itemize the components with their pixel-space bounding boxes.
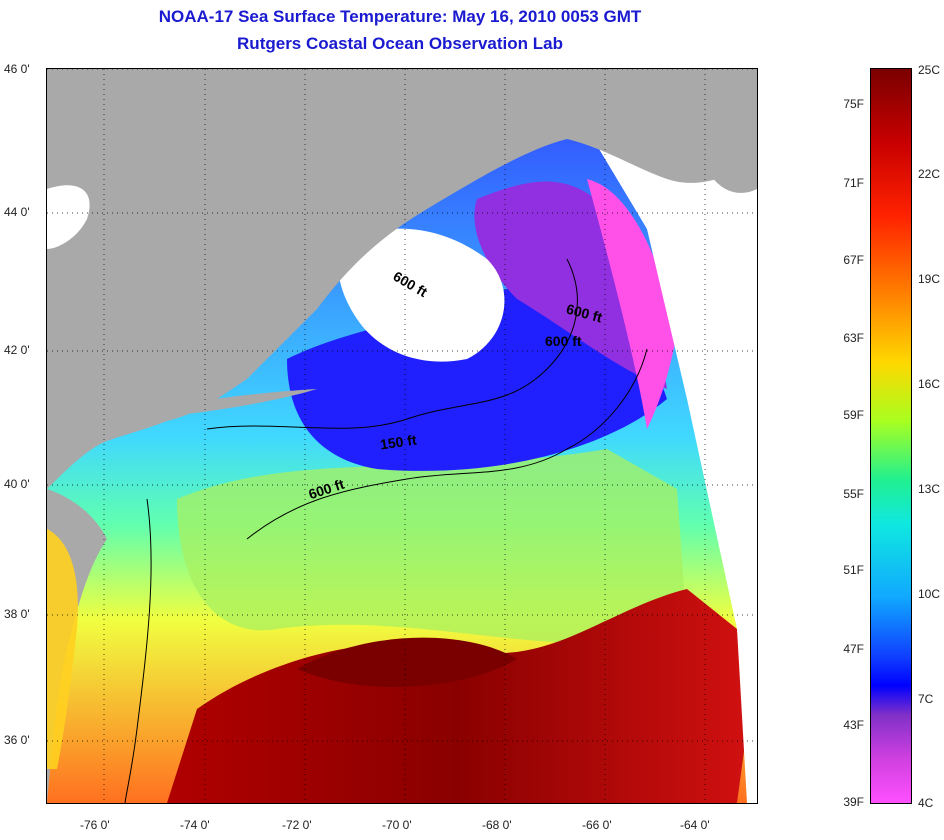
sst-map-image xyxy=(47,69,757,803)
isobath-150ft xyxy=(206,258,578,430)
temperature-colorbar xyxy=(870,68,912,804)
scotian-shelf xyxy=(587,179,677,429)
colorbar-c-label: 25C xyxy=(918,63,941,77)
colorbar-f-label: 59F xyxy=(843,408,864,422)
colorbar-c-label: 4C xyxy=(918,796,934,810)
colorbar-c-label: 22C xyxy=(918,167,941,181)
delmarva xyxy=(47,529,78,769)
lon-label: -74 0' xyxy=(180,818,210,832)
gulf-stream xyxy=(167,589,747,803)
colorbar-f-label: 43F xyxy=(843,718,864,732)
slope-water xyxy=(177,449,687,644)
chart-subtitle: Rutgers Coastal Ocean Observation Lab xyxy=(237,34,563,53)
colorbar-c-label: 10C xyxy=(918,587,941,601)
cloud-cover xyxy=(338,228,505,362)
inland-lake xyxy=(47,185,90,249)
colorbar-f-label: 75F xyxy=(843,97,864,111)
colorbar-c-label: 19C xyxy=(918,272,941,286)
lat-label: 40 0' xyxy=(4,477,30,491)
lon-label: -70 0' xyxy=(382,818,412,832)
colorbar-f-label: 39F xyxy=(843,795,864,809)
lon-label: -72 0' xyxy=(282,818,312,832)
colorbar-f-label: 51F xyxy=(843,563,864,577)
lat-label: 44 0' xyxy=(4,205,30,219)
colorbar-c-label: 13C xyxy=(918,482,941,496)
contour-label: 600 ft xyxy=(545,333,582,349)
lon-label: -68 0' xyxy=(482,818,512,832)
colorbar-c-label: 7C xyxy=(918,692,934,706)
lon-label: -64 0' xyxy=(680,818,710,832)
graticule xyxy=(47,69,757,803)
warm-eddy xyxy=(297,637,517,688)
colorbar-f-label: 47F xyxy=(843,642,864,656)
lon-label: -76 0' xyxy=(80,818,110,832)
colorbar-f-label: 63F xyxy=(843,331,864,345)
isobath-600ft xyxy=(246,348,648,540)
long-island xyxy=(177,389,317,414)
lat-label: 38 0' xyxy=(4,607,30,621)
lat-label: 46 0' xyxy=(4,62,30,76)
colorbar-f-label: 67F xyxy=(843,253,864,267)
chart-title: NOAA-17 Sea Surface Temperature: May 16,… xyxy=(158,7,642,26)
swath-mask xyxy=(587,69,757,803)
nova-scotia xyxy=(687,109,757,193)
sst-map xyxy=(46,68,758,804)
lat-label: 36 0' xyxy=(4,733,30,747)
shelf-contour xyxy=(124,498,152,803)
lon-label: -66 0' xyxy=(582,818,612,832)
colorbar-c-label: 16C xyxy=(918,377,941,391)
land-mass xyxy=(47,69,757,489)
lat-label: 42 0' xyxy=(4,343,30,357)
colorbar-f-label: 71F xyxy=(843,176,864,190)
colorbar-f-label: 55F xyxy=(843,487,864,501)
